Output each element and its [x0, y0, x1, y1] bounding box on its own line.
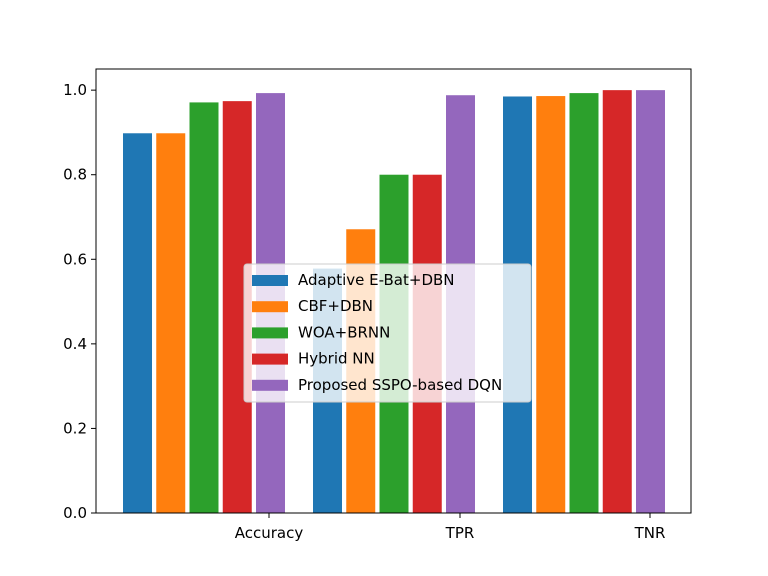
legend-swatch	[252, 327, 288, 339]
legend-swatch	[252, 275, 288, 286]
legend-label: CBF+DBN	[298, 297, 373, 315]
y-tick-label: 0.0	[63, 504, 87, 522]
y-axis: 0.0 0.2 0.4 0.6 0.8 1.0	[63, 81, 96, 522]
legend-label: Hybrid NN	[298, 350, 375, 368]
legend-swatch	[252, 379, 288, 391]
bar-tnr-series-4	[602, 90, 632, 514]
bar-tnr-series-2	[536, 96, 566, 513]
y-tick-label: 0.2	[63, 419, 87, 437]
legend-swatch	[252, 301, 288, 313]
y-tick-label: 0.8	[63, 166, 87, 184]
y-tick-label: 1.0	[63, 81, 87, 99]
bar-tnr-series-5	[636, 90, 665, 514]
legend-label: WOA+BRNN	[298, 323, 390, 341]
legend: Adaptive E-Bat+DBN CBF+DBN WOA+BRNN Hybrid …	[243, 263, 532, 403]
bar-tnr-series-3	[569, 93, 599, 514]
axes-frame	[95, 68, 692, 514]
x-tick-label-tpr: TPR	[445, 524, 475, 542]
legend-label: Proposed SSPO-based DQN	[298, 376, 502, 394]
x-tick-label-tnr: TNR	[634, 524, 666, 542]
legend-label: Adaptive E-Bat+DBN	[298, 271, 455, 289]
legend-swatch	[252, 353, 288, 365]
bar-accuracy-series-1	[123, 133, 152, 513]
x-tick-label-accuracy: Accuracy	[235, 524, 304, 542]
legend-box	[243, 263, 532, 403]
x-axis: Accuracy TPR TNR	[235, 513, 666, 542]
y-tick-label: 0.6	[63, 250, 87, 268]
bar-accuracy-series-2	[156, 133, 186, 513]
bar-accuracy-series-3	[189, 102, 219, 514]
y-tick-label: 0.4	[63, 335, 87, 353]
